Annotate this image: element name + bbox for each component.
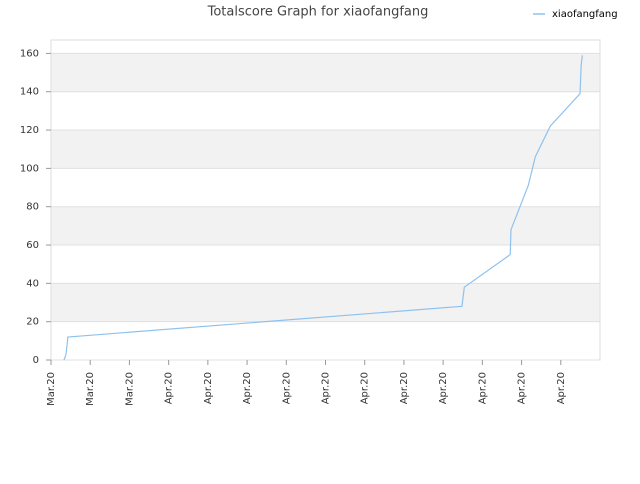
legend-label: xiaofangfang: [552, 9, 618, 20]
y-tick-label: 60: [26, 240, 39, 251]
x-tick-label: Mar.20: [85, 372, 96, 406]
x-tick-label: Mar.20: [46, 372, 57, 406]
x-tick-label: Apr.20: [438, 372, 449, 404]
y-tick-label: 0: [33, 355, 39, 366]
chart-title: Totalscore Graph for xiaofangfang: [207, 5, 429, 20]
y-tick-label: 160: [20, 48, 39, 59]
y-tick-label: 140: [20, 87, 39, 98]
y-tick-label: 120: [20, 125, 39, 136]
grid-band: [51, 206, 600, 246]
x-tick-label: Mar.20: [124, 372, 135, 406]
y-tick-label: 40: [26, 278, 39, 289]
grid-band: [51, 283, 600, 322]
y-tick-label: 80: [26, 202, 39, 213]
y-tick-label: 100: [20, 163, 39, 174]
y-tick-label: 20: [26, 317, 39, 328]
x-tick-label: Apr.20: [360, 372, 371, 404]
line: [63, 55, 583, 361]
x-tick-label: Apr.20: [399, 372, 410, 404]
grid-band: [51, 130, 600, 169]
x-tick-label: Apr.20: [477, 372, 488, 404]
x-tick-label: Apr.20: [321, 372, 332, 404]
x-tick-label: Apr.20: [203, 372, 214, 404]
x-tick-label: Apr.20: [517, 372, 528, 404]
x-tick-label: Apr.20: [556, 372, 567, 404]
x-tick-label: Apr.20: [281, 372, 292, 404]
x-tick-label: Apr.20: [164, 372, 175, 404]
grid-band: [51, 53, 600, 92]
x-tick-label: Apr.20: [242, 372, 253, 404]
